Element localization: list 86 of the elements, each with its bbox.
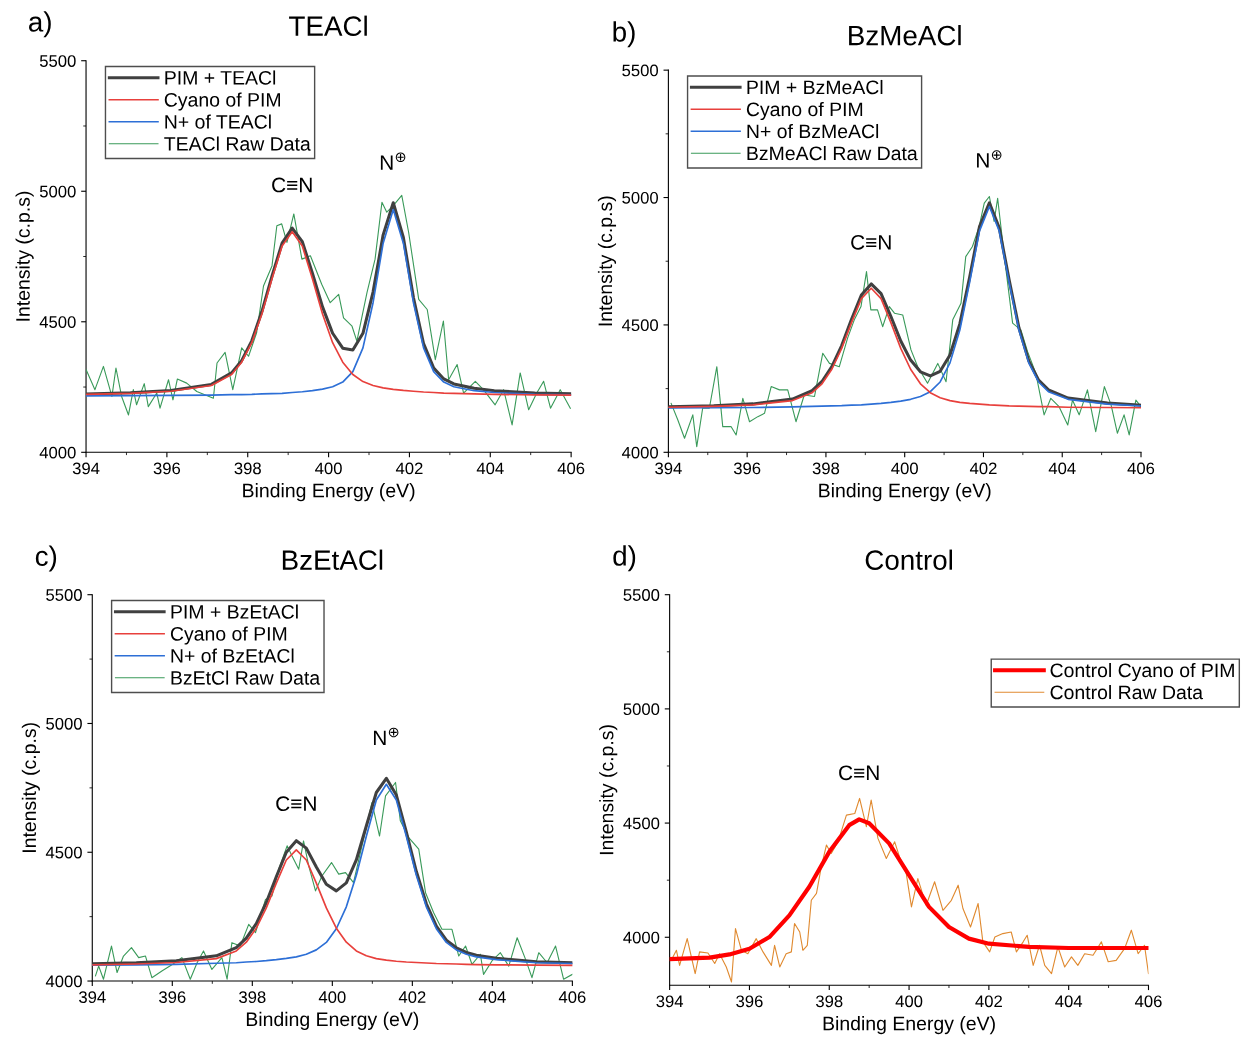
- text: c): [35, 545, 57, 572]
- x-tick-label: 396: [736, 995, 763, 1008]
- y-tick-label: 5000: [623, 703, 660, 716]
- text: a): [29, 11, 51, 38]
- x-tick-label: 402: [398, 991, 426, 1003]
- x-tick-label: 398: [234, 462, 261, 475]
- chart-title: Control: [865, 549, 952, 570]
- legend-label: N+ of BzMeACl: [747, 123, 879, 139]
- y-tick-label: 4500: [45, 846, 82, 859]
- chart-title: BzMeACl: [849, 25, 961, 46]
- y-tick-label: 5500: [622, 64, 659, 77]
- chart-title: BzEtACl: [282, 549, 383, 570]
- x-axis-title: Binding Energy (eV): [246, 1011, 419, 1030]
- x-tick-label: 404: [1055, 995, 1083, 1008]
- y-tick-label: 4000: [621, 446, 659, 459]
- annotation: N$^{⊕}$: [373, 727, 399, 746]
- x-tick-label: 400: [891, 462, 918, 475]
- legend-label: Cyano of PIM: [746, 101, 863, 121]
- x-tick-label: 396: [153, 462, 181, 475]
- x-tick-label: 400: [315, 462, 342, 475]
- y-tick-label: 4500: [621, 319, 659, 332]
- text: d): [613, 545, 636, 572]
- annotation: N$^{⊕}$: [977, 150, 1002, 168]
- annotation: C≡N: [272, 177, 312, 193]
- legend-label: Cyano of PIM: [170, 626, 287, 645]
- x-tick-label: 402: [969, 462, 997, 475]
- legend-label: PIM + TEACl: [165, 70, 276, 85]
- legend-label: BzMeACl Raw Data: [747, 145, 918, 161]
- x-tick-label: 404: [1048, 462, 1076, 475]
- annotation: N$^{⊕}$: [380, 152, 406, 170]
- x-tick-label: 400: [318, 991, 346, 1003]
- x-tick-label: 394: [72, 462, 100, 475]
- x-axis-title: Binding Energy (eV): [823, 1016, 995, 1035]
- y-tick-label: 4500: [623, 817, 660, 830]
- x-tick-label: 402: [975, 995, 1002, 1008]
- line-series: [669, 817, 1149, 962]
- y-tick-label: 4500: [39, 316, 76, 328]
- line-series: [670, 195, 1141, 448]
- y-tick-label: 5500: [623, 589, 660, 601]
- x-axis-title: Binding Energy (eV): [819, 483, 991, 502]
- y-axis-title: Intensity (c.p.s): [15, 191, 34, 321]
- x-axis-title: Binding Energy (eV): [243, 483, 415, 502]
- x-tick-label: 406: [557, 462, 585, 475]
- legend-label: TEACl Raw Data: [164, 136, 311, 151]
- y-axis-title: Intensity (c.p.s): [21, 723, 40, 852]
- text: b): [613, 21, 635, 48]
- y-tick-label: 5500: [46, 589, 82, 601]
- annotation: C≡N: [276, 796, 316, 812]
- annotation: C≡N: [839, 765, 879, 781]
- legend-label: BzEtCl Raw Data: [171, 670, 321, 685]
- x-tick-label: 396: [733, 462, 761, 475]
- x-tick-label: 404: [478, 991, 506, 1003]
- y-tick-label: 4000: [45, 975, 82, 988]
- y-tick-label: 5500: [39, 55, 76, 67]
- line-series: [668, 287, 1141, 409]
- x-tick-label: 402: [395, 462, 423, 475]
- y-tick-label: 5000: [39, 185, 76, 198]
- y-axis-title: Intensity (c.p.s): [599, 725, 618, 855]
- line-series: [92, 849, 573, 967]
- x-tick-label: 398: [815, 995, 843, 1008]
- x-tick-label: 404: [476, 462, 504, 475]
- x-tick-label: 406: [1127, 462, 1155, 475]
- x-tick-label: 398: [812, 462, 840, 475]
- chart-title: TEACl: [289, 15, 367, 36]
- y-tick-label: 5000: [622, 191, 659, 204]
- legend-label: Cyano of PIM: [164, 92, 280, 111]
- legend-label: N+ of TEACl: [165, 114, 271, 129]
- y-axis-title: Intensity (c.p.s): [597, 196, 617, 326]
- x-tick-label: 398: [239, 991, 266, 1003]
- y-tick-label: 5000: [46, 717, 82, 730]
- x-tick-label: 406: [1134, 995, 1162, 1008]
- annotation: C≡N: [851, 234, 891, 250]
- x-tick-label: 400: [895, 995, 923, 1008]
- legend-label: Control Cyano of PIM: [1050, 662, 1234, 682]
- x-tick-label: 394: [656, 995, 684, 1008]
- x-tick-label: 394: [655, 462, 682, 475]
- legend-label: PIM + BzMeACl: [747, 79, 883, 95]
- legend-label: Control Raw Data: [1050, 685, 1204, 700]
- x-tick-label: 394: [79, 991, 106, 1003]
- y-tick-label: 4000: [39, 446, 76, 459]
- x-tick-label: 396: [159, 991, 186, 1003]
- line-series: [86, 194, 571, 426]
- legend-label: N+ of BzEtACl: [171, 648, 294, 663]
- legend-label: PIM + BzEtACl: [171, 604, 298, 619]
- y-tick-label: 4000: [623, 931, 660, 944]
- x-tick-label: 406: [558, 991, 586, 1003]
